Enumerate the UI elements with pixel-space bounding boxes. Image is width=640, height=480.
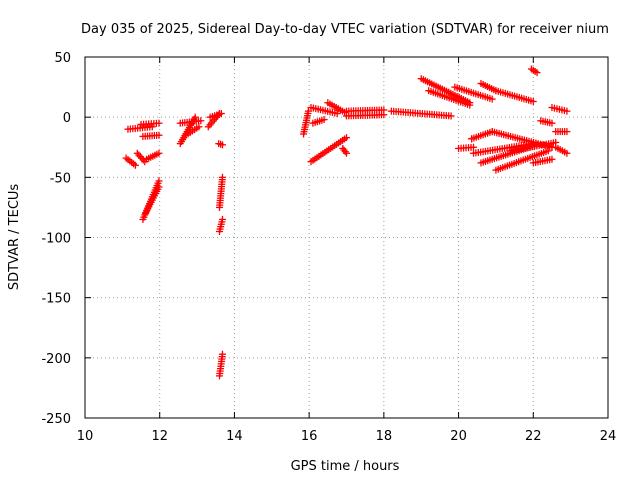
data-point (155, 131, 163, 139)
series-arc-18 (300, 107, 312, 138)
chart-title: Day 035 of 2025, Sidereal Day-to-day VTE… (81, 22, 609, 37)
x-tick-label: 14 (226, 429, 243, 444)
data-point (218, 173, 226, 181)
data-point (533, 69, 541, 77)
x-axis-ticks: 10 12 14 16 18 20 22 24 (77, 57, 617, 444)
series-arc-25 (343, 111, 388, 120)
y-tick-label: -150 (41, 292, 71, 307)
series-arc-31 (492, 87, 537, 106)
data-point (544, 147, 552, 155)
data-point (197, 117, 205, 125)
series-arc-08 (142, 183, 163, 217)
series-pts-01 (468, 128, 556, 151)
series-arc-32 (527, 65, 541, 77)
series-arc-39 (492, 147, 552, 174)
x-tick-label: 24 (600, 429, 617, 444)
series-arc-41 (529, 155, 556, 167)
series-arc-42 (552, 143, 571, 157)
series-arc-17 (215, 350, 226, 380)
data-point (155, 149, 163, 157)
data-point (218, 215, 226, 223)
series-arc-35 (552, 128, 571, 136)
x-tick-label: 10 (77, 429, 94, 444)
data-point (548, 143, 556, 151)
x-tick-label: 20 (450, 429, 467, 444)
series-arc-16 (215, 215, 226, 235)
series-arc-11 (182, 123, 203, 139)
series-arc-19 (307, 104, 341, 118)
data-point (343, 134, 350, 142)
series-arc-14 (215, 140, 226, 149)
data-point (195, 123, 203, 131)
data-point (341, 148, 349, 156)
data-point (343, 149, 350, 157)
series-arc-24 (343, 106, 388, 115)
series-arc-04 (133, 149, 149, 166)
y-tick-label: 50 (54, 51, 71, 66)
data-point (548, 155, 556, 163)
y-tick-label: -250 (41, 412, 71, 427)
x-tick-label: 18 (376, 429, 393, 444)
data-point (218, 350, 226, 358)
series-arc-05 (139, 131, 163, 140)
data-point (466, 101, 474, 109)
data-point (155, 183, 163, 191)
series-arc-29 (451, 83, 496, 103)
x-tick-label: 12 (151, 429, 168, 444)
data-point (380, 111, 388, 119)
data-point (548, 119, 556, 127)
y-tick-label: -200 (41, 352, 71, 367)
data-point (447, 112, 455, 120)
x-tick-label: 22 (525, 429, 542, 444)
series-arc-34 (537, 117, 556, 127)
series-arc-06 (143, 149, 163, 163)
series-arc-21 (309, 116, 328, 127)
data-point (563, 107, 571, 115)
data-point (563, 149, 571, 157)
x-axis-label: GPS time / hours (291, 459, 400, 474)
data-point (191, 113, 199, 121)
series-arc-23 (339, 144, 350, 157)
series-arc-28 (425, 87, 474, 109)
data-point (470, 143, 478, 151)
series-arc-10 (176, 117, 205, 127)
data-point (529, 98, 537, 106)
series-arc-20 (324, 99, 349, 116)
series-arc-26 (387, 107, 455, 120)
series-arc-36 (455, 143, 478, 152)
data-point (333, 110, 341, 118)
data-point (488, 128, 496, 136)
y-tick-label: -50 (50, 171, 71, 186)
series-arc-01 (124, 123, 156, 133)
data-point (217, 110, 225, 118)
data-point (563, 128, 571, 136)
data-point (155, 119, 163, 127)
data-point (488, 95, 496, 103)
series-arc-33 (548, 104, 571, 115)
series-arc-13 (206, 110, 225, 121)
series-arc-03 (122, 154, 139, 169)
series-arc-22 (307, 134, 350, 166)
y-axis-ticks: -250 -200 -150 -100 -50 0 50 (41, 51, 608, 427)
data-point (148, 123, 156, 131)
y-axis-label: SDTVAR / TECUs (7, 184, 22, 291)
data-point (304, 107, 312, 115)
data-point (320, 116, 328, 124)
y-tick-label: -100 (41, 232, 71, 247)
data-point (468, 135, 476, 143)
data-point (131, 161, 139, 169)
data-points (122, 65, 571, 380)
series-arc-02 (137, 119, 163, 128)
x-tick-label: 16 (301, 429, 318, 444)
y-tick-label: 0 (63, 111, 71, 126)
data-point (155, 177, 163, 185)
series-arc-15 (215, 173, 226, 211)
data-point (218, 141, 226, 149)
